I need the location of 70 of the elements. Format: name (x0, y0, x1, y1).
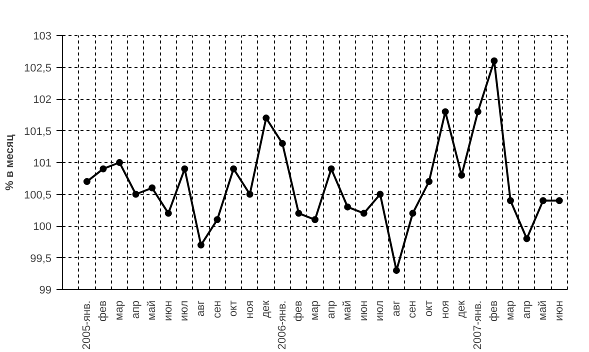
x-tick-label: 2005-янв. (80, 300, 93, 350)
point (278, 140, 286, 147)
x-tick-label: 2007-янв. (472, 300, 484, 350)
x-tick-label: дек (456, 300, 468, 318)
x-tick-label: сен (406, 300, 419, 318)
x-tick-label: 2006-янв. (276, 300, 288, 350)
x-tick-label: авг (194, 300, 207, 316)
point (540, 197, 547, 204)
point (164, 210, 172, 217)
x-tick-label: окт (423, 300, 436, 317)
y-tick-label: 102 (33, 94, 52, 106)
point (344, 203, 352, 210)
point (148, 184, 156, 192)
y-tick-label: 102,5 (24, 62, 52, 74)
point (312, 216, 318, 224)
point (100, 165, 107, 172)
point (376, 190, 384, 198)
y-tick-label: 101,5 (24, 126, 52, 138)
point (328, 165, 335, 172)
point (506, 197, 514, 204)
point (214, 216, 221, 224)
x-tick-label: фев (97, 300, 110, 322)
x-tick-label: ноя (244, 300, 256, 319)
point (442, 108, 449, 116)
y-tick-label: 100 (33, 221, 52, 233)
x-tick-label: дек (260, 300, 272, 318)
x-tick-label: июн (358, 300, 370, 321)
point (181, 165, 188, 172)
point (83, 178, 90, 186)
point (409, 210, 416, 217)
y-axis-title: % в месяц (4, 134, 16, 191)
x-tick-label: май (342, 300, 354, 320)
y-tick-label: 103 (33, 30, 52, 42)
point (230, 165, 238, 172)
point (116, 159, 124, 166)
y-tick-label: 99,5 (30, 252, 52, 265)
point (246, 190, 254, 198)
point (392, 266, 400, 274)
x-tick-label: фев (488, 300, 500, 322)
point (474, 108, 482, 116)
x-tick-label: май (537, 300, 550, 320)
x-tick-label: июн (162, 300, 174, 321)
x-tick-label: авг (390, 300, 402, 316)
point (197, 242, 204, 249)
x-tick-label: сен (211, 300, 224, 318)
point (556, 197, 563, 204)
x-tick-label: мар (504, 300, 516, 320)
x-tick-label: май (146, 300, 158, 320)
y-tick-label: 101 (33, 158, 52, 170)
x-tick-label: мар (309, 300, 321, 320)
point (132, 190, 140, 198)
point (295, 210, 302, 217)
point (262, 114, 270, 122)
x-tick-label: июл (374, 300, 386, 322)
point (426, 178, 433, 186)
x-tick-label: мар (114, 300, 126, 320)
x-tick-label: апр (130, 300, 142, 319)
x-tick-label: июн (553, 300, 566, 321)
x-tick-label: апр (325, 300, 338, 319)
x-tick-label: апр (520, 300, 533, 319)
y-tick-label: 100,5 (24, 189, 52, 202)
point (458, 172, 466, 179)
x-tick-label: фев (292, 300, 305, 322)
point (490, 57, 498, 64)
point (360, 210, 368, 217)
y-tick-label: 99 (39, 284, 52, 296)
x-tick-label: ноя (439, 300, 452, 319)
x-tick-label: июл (178, 300, 191, 322)
x-tick-label: окт (228, 300, 240, 317)
point (523, 235, 530, 242)
